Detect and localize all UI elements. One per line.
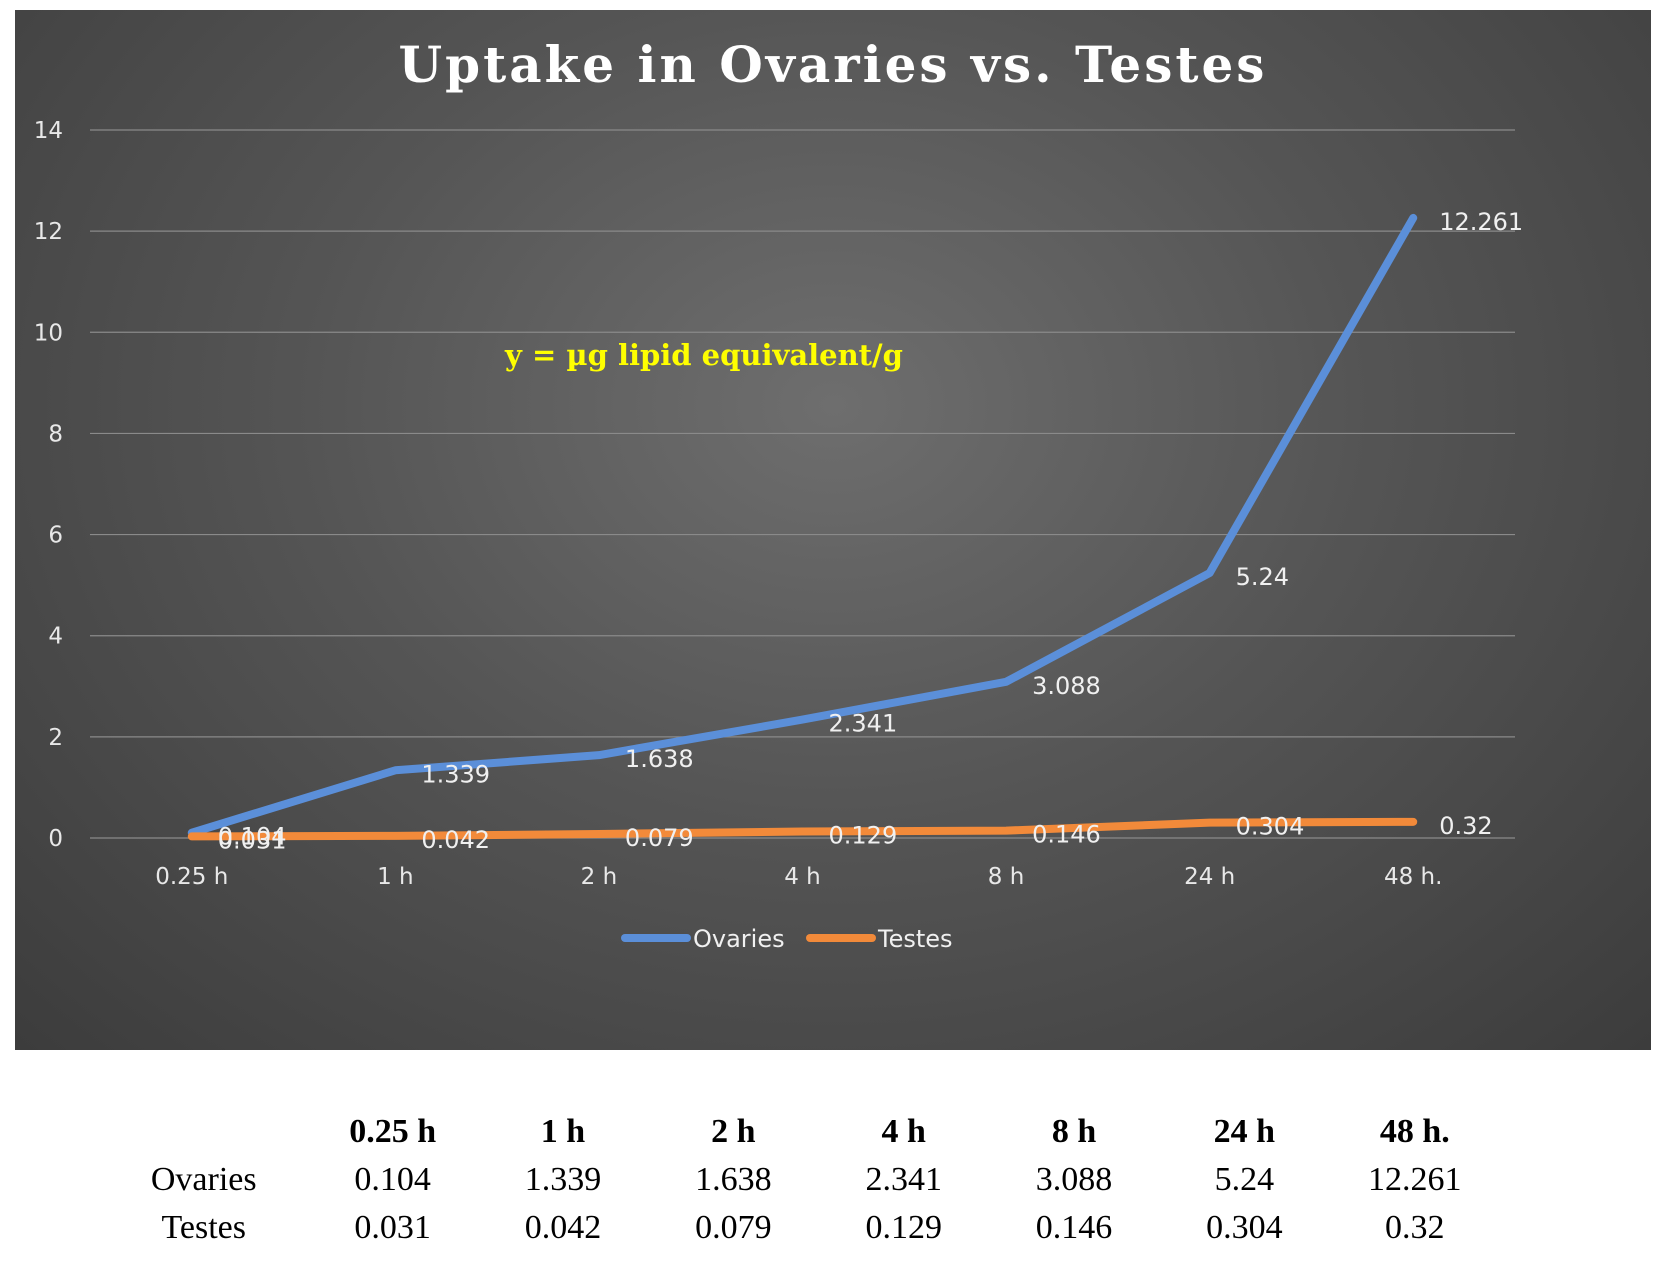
data-label: 0.042 [421, 826, 490, 854]
table-row: Ovaries 0.104 1.339 1.638 2.341 3.088 5.24 12.2… [100, 1156, 1500, 1204]
chart-panel: Uptake in Ovaries vs. Testes 0 2 4 6 8 10 12 14… [15, 10, 1651, 1050]
legend-label: Testes [877, 925, 953, 953]
table-cell: 0.129 [865, 1209, 942, 1246]
y-tick-label: 14 [34, 118, 63, 144]
table-cell: 12.261 [1368, 1161, 1462, 1198]
y-tick-label: 2 [48, 725, 63, 751]
legend: Ovaries Testes [621, 925, 953, 953]
table-column-header: 1 h [540, 1113, 586, 1150]
y-axis-ticks: 0 2 4 6 8 10 12 14 [34, 118, 63, 852]
table-cell: 5.24 [1214, 1161, 1275, 1198]
table-cell: 1.638 [695, 1161, 772, 1198]
data-label: 12.261 [1439, 208, 1523, 236]
data-label: 0.146 [1032, 821, 1101, 849]
table-column-header: 4 h [881, 1113, 926, 1150]
table-cell: 2.341 [865, 1161, 942, 1198]
gridlines [90, 129, 1515, 839]
table-cell: 1.339 [524, 1161, 602, 1198]
data-point [595, 752, 602, 759]
data-point [1206, 819, 1213, 826]
data-point [1206, 570, 1213, 577]
x-axis-ticks: 0.25 h 1 h 2 h 4 h 8 h 24 h 48 h. [155, 864, 1442, 890]
data-point [1410, 818, 1417, 825]
data-point [1003, 827, 1010, 834]
data-label: 0.32 [1439, 812, 1492, 840]
y-tick-label: 12 [34, 219, 63, 245]
data-labels: 0.104 1.339 1.638 2.341 3.088 5.24 12.261 0.031… [218, 208, 1523, 854]
x-tick-label: 24 h [1184, 864, 1235, 890]
data-label: 1.339 [421, 760, 490, 788]
y-tick-label: 0 [48, 826, 63, 852]
x-tick-label: 0.25 h [155, 864, 228, 890]
y-tick-label: 8 [48, 421, 63, 447]
table-row-label: Ovaries [150, 1161, 257, 1198]
data-point [595, 831, 602, 838]
data-label: 0.104 [218, 823, 287, 851]
data-point [1410, 214, 1417, 221]
legend-label: Ovaries [693, 925, 785, 953]
table-corner [100, 1108, 307, 1156]
data-point [799, 828, 806, 835]
data-label: 5.24 [1236, 563, 1289, 591]
table-cell: 0.031 [354, 1209, 431, 1246]
chart-title: Uptake in Ovaries vs. Testes [399, 35, 1268, 94]
data-point [799, 716, 806, 723]
units-annotation: y = µg lipid equivalent/g [504, 338, 903, 372]
series-lines [187, 213, 1418, 841]
table-column-header: 48 h. [1379, 1113, 1450, 1150]
data-label: 1.638 [625, 745, 694, 773]
table-cell: 3.088 [1035, 1161, 1113, 1198]
table-column-header: 0.25 h [349, 1113, 437, 1150]
data-label: 0.129 [829, 821, 898, 849]
series-line-ovaries [187, 213, 1418, 837]
table-row-label: Testes [161, 1209, 246, 1246]
x-tick-label: 2 h [581, 864, 618, 890]
data-label: 0.304 [1236, 813, 1305, 841]
table-cell: 0.304 [1206, 1209, 1283, 1246]
table-column-header: 8 h [1051, 1113, 1097, 1150]
data-label: 0.079 [625, 824, 694, 852]
table-column-header: 2 h [711, 1113, 756, 1150]
table-cell: 0.32 [1385, 1209, 1445, 1246]
data-point [392, 832, 399, 839]
table-cell: 0.104 [354, 1161, 431, 1198]
data-label: 0.031 [218, 826, 287, 854]
data-table: 0.25 h 1 h 2 h 4 h 8 h 24 h 48 h. Ovaries 0.104… [100, 1108, 1500, 1252]
y-tick-label: 6 [48, 523, 63, 549]
table-cell: 0.042 [524, 1209, 602, 1246]
table-cell: 0.146 [1035, 1209, 1113, 1246]
data-point [1003, 678, 1010, 685]
table-header-row: 0.25 h 1 h 2 h 4 h 8 h 24 h 48 h. [100, 1108, 1500, 1156]
y-tick-label: 10 [34, 320, 63, 346]
table-column-header: 24 h [1213, 1113, 1276, 1150]
data-label: 2.341 [829, 710, 898, 738]
x-tick-label: 4 h [784, 864, 821, 890]
x-tick-label: 1 h [377, 864, 414, 890]
data-point [188, 833, 195, 840]
x-tick-label: 48 h. [1384, 864, 1442, 890]
table-row: Testes 0.031 0.042 0.079 0.129 0.146 0.304 0.32 [100, 1204, 1500, 1252]
x-tick-label: 8 h [988, 864, 1025, 890]
table-body: Ovaries 0.104 1.339 1.638 2.341 3.088 5.24 12.2… [100, 1156, 1500, 1252]
data-label: 3.088 [1032, 672, 1101, 700]
line-chart: Uptake in Ovaries vs. Testes 0 2 4 6 8 10 12 14… [34, 35, 1523, 953]
table-cell: 0.079 [695, 1209, 772, 1246]
data-point [392, 767, 399, 774]
y-tick-label: 4 [48, 624, 63, 650]
